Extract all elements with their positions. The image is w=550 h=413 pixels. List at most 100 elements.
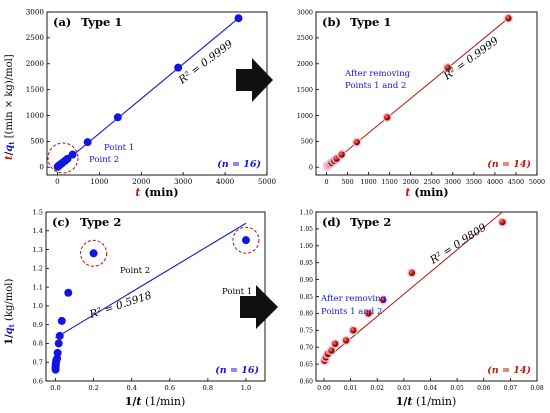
y-tick-label: 0.6 [33,377,44,385]
x-axis-title: t (min) [135,186,178,199]
plot-frame [46,11,268,176]
data-point [241,236,250,245]
x-tick-label: 3000 [445,178,461,186]
panel-title: Type 1 [81,15,122,29]
y-tick-label: 1.5 [33,208,44,216]
right-arrow-icon-bottom [240,285,278,329]
y-tick-label: 500 [301,138,313,146]
y-axis-title-var: q [4,327,15,334]
x-tick-label: 5000 [529,178,545,186]
y-tick-label: 0.65 [300,361,314,368]
x-tick-label: 0.03 [397,385,411,392]
point2-label: Point 2 [89,155,119,165]
data-point [57,316,66,325]
x-axis-title-num: 1/ [396,395,409,408]
data-point [53,348,62,357]
y-tick-label: 0.95 [300,260,314,267]
note-line-2: Points 1 and 2 [321,307,382,317]
x-axis-title-unit: (1/min) [141,395,185,408]
data-point [444,64,451,71]
x-tick-label: 2000 [132,177,151,186]
y-tick-label: 0.90 [300,277,314,284]
x-axis-title-num: 1/ [125,395,138,408]
x-tick-label: 3500 [466,178,482,186]
data-point [383,114,391,121]
panel-c: 0.0 0.2 0.4 0.6 0.8 1.0 0.6 0.7 0.8 0.9 1.0 1.1 1.2 1… [33,208,266,392]
y-tick-label: 1.1 [33,283,44,291]
data-point [68,150,77,159]
x-axis-title: 1/t (1/min) [125,395,186,408]
sample-size-label: (n = 16) [217,159,261,170]
y-axis-title-var: q [4,145,15,152]
x-axis-title: t (min) [405,186,448,199]
x-axis-title: 1/t (1/min) [396,395,457,408]
x-tick-label: 4000 [487,178,503,186]
fit-line [55,222,247,339]
x-axis-title-unit: (min) [141,186,179,199]
x-tick-label: 0.01 [344,385,357,392]
x-tick-label: 0 [324,178,328,186]
y-tick-label: 3000 [297,8,313,16]
y-axis-title-sub: t [7,141,16,145]
panel-b: 0 500 1000 1500 2000 2500 3000 3500 4000 4500 5000… [297,8,545,186]
data-point [350,327,357,334]
panel-label: (c) [52,215,70,229]
data-point [408,269,416,277]
outlier-circle-marker [80,239,108,267]
y-tick-label: 0.85 [300,294,314,301]
data-point [338,151,345,158]
data-point [89,249,98,258]
r-squared-label: R² = 0.5918 [87,289,153,321]
data-point [234,14,243,23]
x-tick-label: 4000 [216,177,235,186]
x-axis-title-var: t [405,186,410,199]
y-axis-title-slash: / [4,151,15,155]
x-tick-label: 0 [55,177,60,186]
panel-label: (a) [53,15,71,29]
note-line-2: Points 1 and 2 [345,81,406,91]
x-axis-title-var: t [407,395,412,408]
x-tick-label: 0.0 [50,384,61,392]
data-point [331,340,339,348]
y-tick-label: 0.60 [300,378,314,385]
y-tick-label: 500 [30,137,44,146]
y-tick-label: 2500 [26,33,45,42]
sample-size-label: (n = 16) [215,365,259,376]
y-tick-label: 1000 [26,111,45,120]
data-point [505,15,512,22]
y-tick-label: 1.3 [33,246,44,254]
sample-size-label: (n = 14) [487,365,531,376]
y-tick-label: 0 [39,163,44,172]
x-tick-label: 0.06 [477,385,491,392]
y-tick-label: 0.80 [300,311,314,318]
fit-line [323,211,503,362]
x-tick-label: 2000 [403,178,419,186]
data-point [64,288,73,297]
x-tick-label: 3000 [174,177,193,186]
y-tick-label: 0 [309,164,313,172]
y-axis-title-num: 1/ [4,334,15,345]
x-tick-label: 1.0 [241,384,252,392]
y-axis-title: 1/qt (kg/mol) [4,279,16,345]
note-line-1: After removing [320,294,387,304]
y-tick-label: 1.0 [33,302,44,310]
note-line-1: After removing [344,69,411,79]
panel-d: 0.00 0.01 0.02 0.03 0.04 0.05 0.06 0.07 0.08 0.60… [300,209,544,392]
sample-size-label: (n = 14) [487,159,531,170]
x-tick-label: 5000 [258,177,277,186]
outlier-circle-marker [47,142,79,174]
y-tick-label: 1.00 [300,243,314,250]
y-tick-label: 2000 [297,60,313,68]
outlier-circle-marker [232,226,260,254]
x-tick-label: 1000 [360,178,376,186]
x-tick-label: 4500 [508,178,524,186]
y-tick-label: 1500 [26,85,45,94]
y-tick-label: 1000 [297,112,313,120]
y-tick-label: 1.2 [33,265,44,273]
panel-title: Type 1 [350,15,391,29]
x-tick-label: 2500 [424,178,440,186]
x-axis-title-unit: (min) [411,186,449,199]
panel-label: (b) [322,15,341,29]
y-tick-label: 1.05 [300,226,314,233]
